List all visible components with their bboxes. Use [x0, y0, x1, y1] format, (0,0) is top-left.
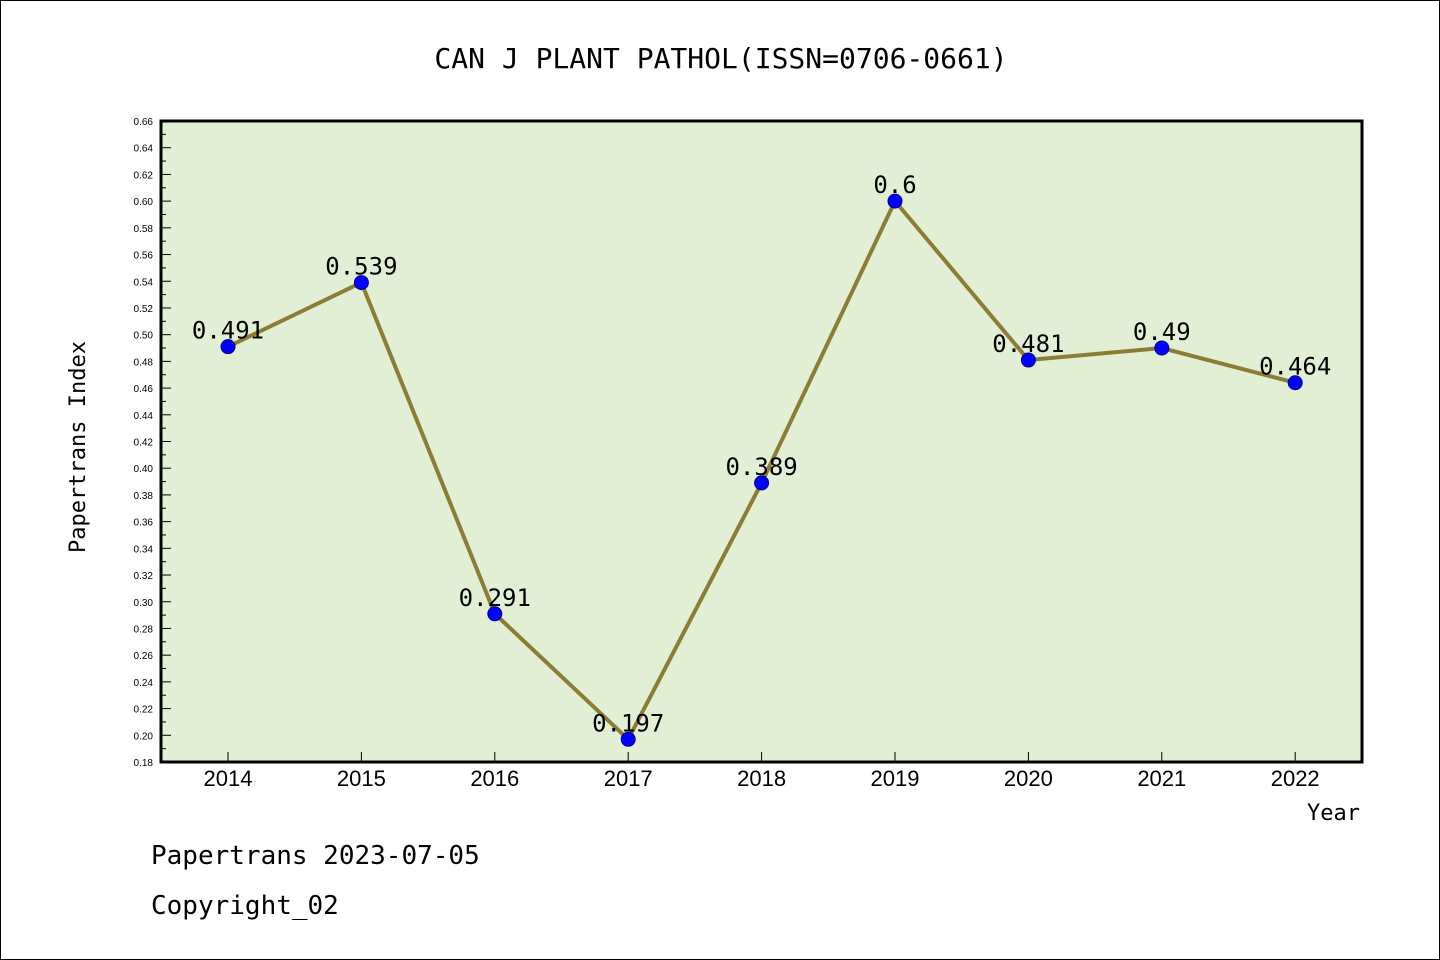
data-label: 0.539	[325, 253, 397, 281]
y-tick-label: 0.20	[134, 731, 154, 742]
y-tick-label: 0.60	[134, 197, 154, 208]
x-tick-label: 2016	[470, 766, 519, 791]
x-tick-label: 2015	[337, 766, 386, 791]
y-tick-label: 0.24	[134, 678, 154, 689]
x-tick-label: 2019	[871, 766, 920, 791]
data-point	[620, 731, 636, 747]
x-axis-label: Year	[1307, 801, 1360, 826]
data-point	[887, 193, 903, 209]
y-tick-label: 0.36	[134, 518, 154, 529]
x-tick-label: 2017	[604, 766, 653, 791]
data-point	[487, 606, 503, 622]
x-tick-label: 2022	[1271, 766, 1320, 791]
data-label: 0.291	[459, 584, 531, 612]
y-tick-label: 0.64	[134, 144, 154, 155]
series-group: 0.491 0.539 0.291 0.197 0.389 0.6 0.481 0.49 0.4…	[192, 171, 1331, 747]
data-point	[220, 339, 236, 355]
y-tick-label: 0.30	[134, 598, 154, 609]
x-axis: 2014 2015 2016 2017 2018 2019 2020 2021 2022	[204, 752, 1320, 791]
data-label: 0.464	[1259, 353, 1331, 381]
data-point	[1020, 352, 1036, 368]
data-label: 0.49	[1133, 318, 1191, 346]
y-tick-label: 0.22	[134, 705, 154, 716]
y-axis-label: Papertrans Index	[66, 341, 91, 553]
y-tick-label: 0.54	[134, 277, 154, 288]
data-label: 0.197	[592, 709, 664, 737]
footer-source: Papertrans 2023-07-05	[151, 841, 480, 871]
y-tick-label: 0.38	[134, 491, 154, 502]
x-tick-label: 2018	[737, 766, 786, 791]
y-tick-label: 0.56	[134, 251, 154, 262]
y-tick-label: 0.34	[134, 544, 154, 555]
data-label: 0.6	[873, 171, 916, 199]
y-tick-label: 0.26	[134, 651, 154, 662]
y-tick-label: 0.42	[134, 438, 154, 449]
x-tick-label: 2020	[1004, 766, 1053, 791]
y-tick-label: 0.40	[134, 464, 154, 475]
plot-area	[159, 119, 1364, 764]
y-tick-label: 0.66	[134, 117, 154, 128]
y-tick-label: 0.58	[134, 224, 154, 235]
data-point	[1154, 340, 1170, 356]
x-tick-label: 2021	[1137, 766, 1186, 791]
y-axis: 0.18 0.20 0.22 0.24 0.26 0.28 0.30 0.32 0.34 0.36…	[134, 117, 171, 769]
y-tick-label: 0.32	[134, 571, 154, 582]
footer-copyright: Copyright_02	[151, 891, 339, 921]
y-tick-label: 0.46	[134, 384, 154, 395]
data-label: 0.481	[992, 330, 1064, 358]
data-label: 0.389	[725, 453, 797, 481]
y-tick-label: 0.62	[134, 170, 154, 181]
x-tick-label: 2014	[204, 766, 253, 791]
y-tick-label: 0.52	[134, 304, 154, 315]
data-point	[1287, 375, 1303, 391]
data-point	[754, 475, 770, 491]
y-tick-label: 0.48	[134, 357, 154, 368]
chart-title: CAN J PLANT PATHOL(ISSN=0706-0661)	[434, 42, 1007, 75]
y-tick-label: 0.44	[134, 411, 154, 422]
data-point	[353, 275, 369, 291]
data-label: 0.491	[192, 317, 264, 345]
y-tick-label: 0.18	[134, 758, 154, 769]
y-tick-label: 0.50	[134, 331, 154, 342]
y-tick-label: 0.28	[134, 624, 154, 635]
